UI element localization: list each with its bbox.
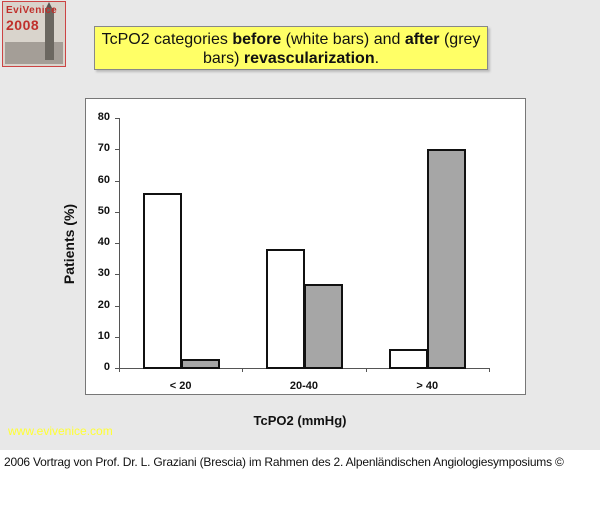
y-tick-label: 70 — [97, 142, 110, 155]
x-category-label: < 20 — [169, 380, 192, 392]
bar-before — [265, 249, 305, 369]
y-tick-mark — [115, 211, 119, 213]
y-tick-mark — [115, 274, 119, 276]
y-tick-label: 20 — [97, 298, 110, 311]
title-bold-after: after — [404, 31, 440, 48]
logo-tower-image — [45, 8, 54, 60]
y-tick-mark — [115, 180, 119, 182]
slide-title: TcPO2 categories before (white bars) and… — [94, 26, 488, 70]
bar-after — [180, 358, 220, 369]
logo-text-year: 2008 — [6, 17, 40, 33]
y-tick-mark — [115, 336, 119, 338]
x-tick-mark — [242, 368, 244, 372]
x-axis-label: TcPO2 (mmHg) — [253, 413, 347, 428]
title-bold-before: before — [232, 31, 282, 48]
bar-after — [427, 149, 467, 369]
title-text: (white bars) and — [281, 31, 405, 48]
y-tick-label: 40 — [97, 236, 110, 248]
y-axis-label: Patients (%) — [61, 203, 77, 285]
x-tick-mark — [365, 368, 367, 372]
y-tick-mark — [115, 149, 119, 151]
title-bold-revascularization: revascularization — [243, 50, 375, 67]
watermark-url: www.evivenice.com — [8, 424, 113, 438]
y-tick-mark — [115, 118, 119, 119]
y-tick-label: 50 — [97, 204, 110, 217]
y-tick-mark — [115, 305, 119, 307]
evivenice-logo: EviVenice 2008 — [2, 1, 66, 67]
y-axis-line — [119, 118, 120, 369]
logo-text-name: EviVenice — [6, 5, 58, 16]
y-tick-label: 10 — [97, 329, 110, 342]
x-category-label: > 40 — [416, 380, 439, 392]
y-tick-label: 30 — [97, 267, 110, 280]
logo-tower-spire — [45, 2, 53, 10]
y-tick-mark — [115, 243, 119, 244]
x-tick-mark — [488, 368, 490, 372]
footer-credit: 2006 Vortrag von Prof. Dr. L. Graziani (… — [4, 455, 564, 469]
bar-before — [142, 193, 182, 369]
x-tick-mark — [119, 368, 120, 372]
y-tick-label: 0 — [103, 361, 110, 373]
bar-before — [389, 349, 429, 369]
y-tick-label: 60 — [97, 173, 110, 186]
x-category-label: 20-40 — [289, 380, 318, 392]
title-text: (grey bars) — [202, 31, 481, 67]
y-tick-mark — [115, 368, 119, 369]
bar-after — [303, 283, 343, 369]
title-text: . — [374, 50, 380, 67]
y-tick-label: 80 — [97, 111, 110, 123]
slide-background: EviVenice 2008 TcPO2 categories before (… — [0, 0, 600, 450]
logo-building-image — [5, 42, 63, 64]
title-text: TcPO2 categories — [101, 31, 233, 48]
